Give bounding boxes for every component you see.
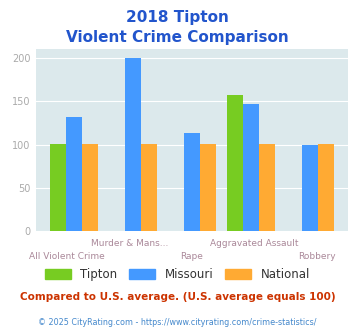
Bar bbox=[141, 144, 157, 231]
Bar bbox=[259, 144, 275, 231]
Text: Violent Crime Comparison: Violent Crime Comparison bbox=[66, 30, 289, 45]
Text: Aggravated Assault: Aggravated Assault bbox=[210, 239, 299, 248]
Bar bbox=[125, 58, 141, 231]
Bar bbox=[227, 95, 243, 231]
Bar bbox=[50, 144, 66, 231]
Text: 2018 Tipton: 2018 Tipton bbox=[126, 10, 229, 25]
Text: Murder & Mans...: Murder & Mans... bbox=[91, 239, 168, 248]
Text: All Violent Crime: All Violent Crime bbox=[29, 252, 105, 261]
Text: Robbery: Robbery bbox=[298, 252, 335, 261]
Bar bbox=[66, 117, 82, 231]
Bar bbox=[243, 104, 259, 231]
Bar bbox=[184, 133, 200, 231]
Bar bbox=[200, 144, 215, 231]
Text: Rape: Rape bbox=[180, 252, 203, 261]
Bar bbox=[302, 146, 318, 231]
Text: Compared to U.S. average. (U.S. average equals 100): Compared to U.S. average. (U.S. average … bbox=[20, 292, 335, 302]
Legend: Tipton, Missouri, National: Tipton, Missouri, National bbox=[40, 263, 315, 286]
Text: © 2025 CityRating.com - https://www.cityrating.com/crime-statistics/: © 2025 CityRating.com - https://www.city… bbox=[38, 318, 317, 327]
Bar bbox=[82, 144, 98, 231]
Bar bbox=[318, 144, 334, 231]
